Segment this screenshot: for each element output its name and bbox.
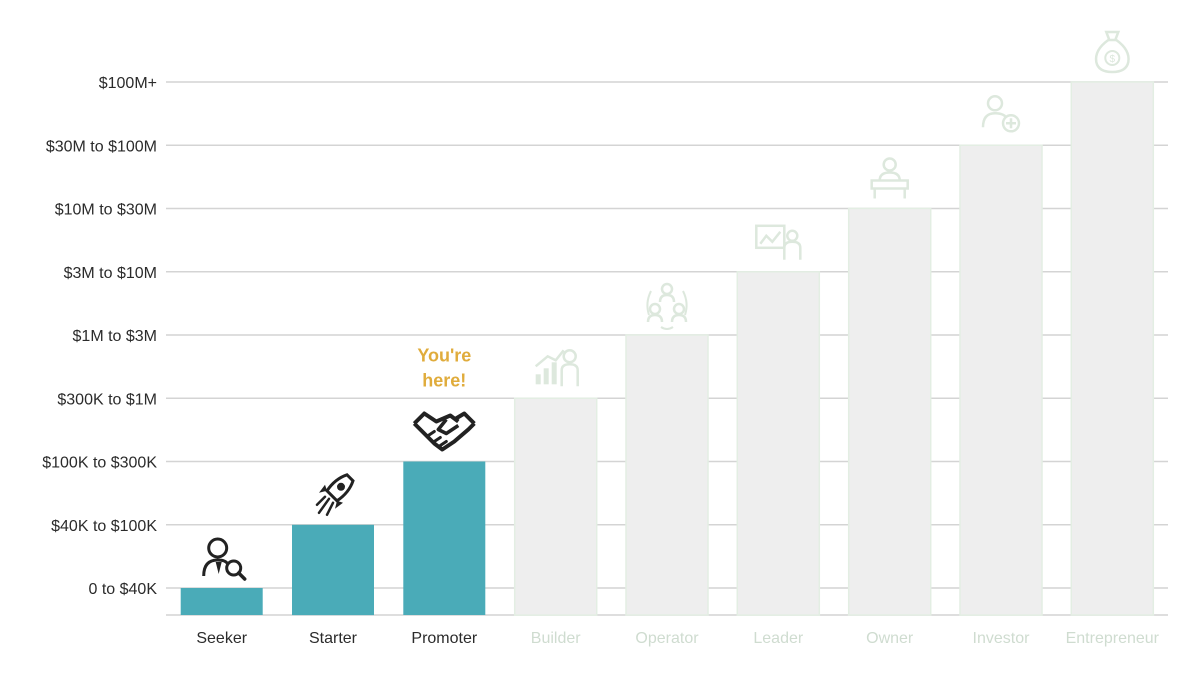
handshake-icon xyxy=(412,411,476,452)
y-tick-label: $3M to $10M xyxy=(64,265,157,282)
bar-entrepreneur xyxy=(1070,81,1155,616)
rocket-icon xyxy=(315,473,355,517)
person-add-icon xyxy=(981,95,1021,133)
bar-leader xyxy=(736,271,821,616)
bar-icons: $ xyxy=(202,30,1130,581)
bar-investor xyxy=(959,144,1043,616)
y-tick-label: $10M to $30M xyxy=(55,202,157,219)
x-tick-label: Builder xyxy=(531,630,581,647)
y-tick-label: $100K to $300K xyxy=(42,455,157,472)
person-search-icon xyxy=(202,537,247,581)
x-tick-label: Starter xyxy=(309,630,358,647)
bar-builder xyxy=(513,397,598,616)
x-tick-label: Owner xyxy=(866,630,914,647)
x-tick-label: Promoter xyxy=(411,630,477,647)
y-tick-label: $100M+ xyxy=(99,75,157,92)
x-tick-label: Investor xyxy=(973,630,1031,647)
growth-chart-person-icon xyxy=(534,349,579,387)
money-bag-icon: $ xyxy=(1094,30,1130,74)
bar-operator xyxy=(625,334,709,616)
bars xyxy=(180,81,1155,616)
y-tick-label: $300K to $1M xyxy=(57,391,157,408)
labels: 0 to $40K $40K to $100K $100K to $300K $300… xyxy=(42,75,1159,647)
bar-starter xyxy=(292,524,374,616)
y-tick-label: $40K to $100K xyxy=(51,518,157,535)
you-are-here-annotation-line2: here! xyxy=(422,371,466,391)
presentation-person-icon xyxy=(755,224,802,260)
bar-promoter xyxy=(403,461,486,615)
bar-seeker xyxy=(180,588,263,615)
x-tick-label: Entrepreneur xyxy=(1066,630,1160,647)
y-tick-label: $30M to $100M xyxy=(46,138,157,155)
x-tick-label: Seeker xyxy=(196,630,247,647)
x-tick-label: Operator xyxy=(635,630,699,647)
bar-owner xyxy=(847,207,932,616)
y-tick-label: $1M to $3M xyxy=(73,328,157,345)
x-tick-label: Leader xyxy=(753,630,803,647)
team-network-icon xyxy=(646,282,688,330)
y-tick-label: 0 to $40K xyxy=(89,581,158,598)
you-are-here-annotation-line1: You're xyxy=(417,346,471,366)
svg-text:$: $ xyxy=(1110,54,1116,65)
desk-person-icon xyxy=(870,157,909,199)
